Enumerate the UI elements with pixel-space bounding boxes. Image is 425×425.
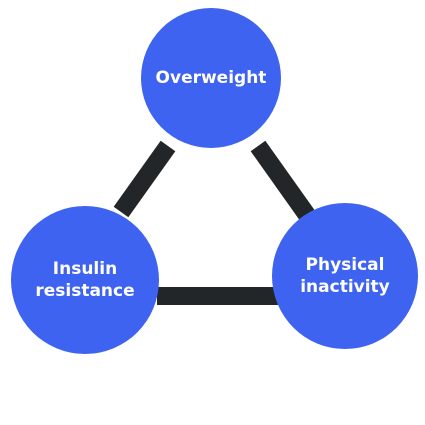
connector-overweight-insulin-resistance (113, 140, 176, 218)
node-label-overweight: Overweight (155, 68, 267, 88)
node-physical-inactivity: Physical inactivity (272, 203, 418, 349)
connector-overweight-physical-inactivity (250, 140, 315, 221)
node-overweight: Overweight (141, 8, 281, 148)
node-label-physical-inactivity: Physical inactivity (300, 255, 390, 297)
node-insulin-resistance: Insulin resistance (11, 206, 159, 354)
node-label-insulin-resistance: Insulin resistance (35, 259, 135, 301)
